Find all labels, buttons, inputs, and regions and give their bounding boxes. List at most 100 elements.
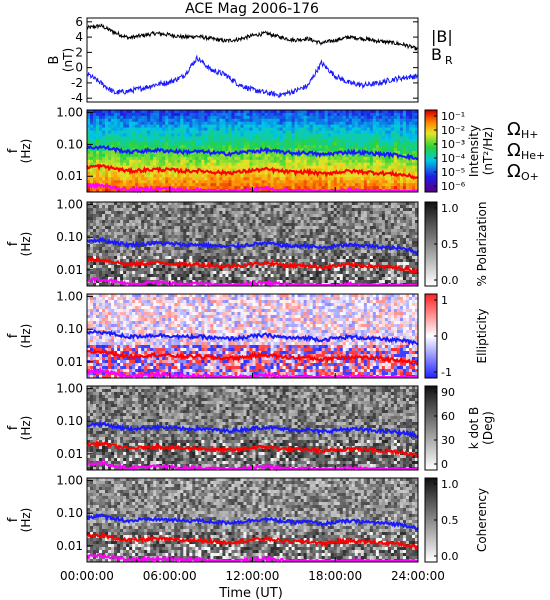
spectrogram-cell: [135, 163, 138, 166]
spectrogram-cell: [165, 145, 168, 148]
spectrogram-cell: [216, 174, 219, 177]
spectrogram-cell: [403, 125, 406, 128]
spectrogram-cell: [334, 142, 337, 145]
spectrogram-cell: [144, 128, 147, 131]
spectrogram-cell: [192, 211, 195, 214]
spectrogram-cell: [147, 250, 150, 253]
spectrogram-cell: [87, 214, 90, 217]
spectrogram-cell: [153, 265, 156, 268]
spectrogram-cell: [99, 253, 102, 256]
spectrogram-cell: [204, 277, 207, 280]
spectrogram-cell: [93, 268, 96, 271]
spectrogram-cell: [186, 145, 189, 148]
spectrogram-cell: [132, 183, 135, 186]
spectrogram-cell: [174, 229, 177, 232]
spectrogram-cell: [195, 125, 198, 128]
spectrogram-cell: [147, 268, 150, 271]
spectrogram-cell: [277, 116, 280, 119]
spectrogram-cell: [126, 113, 129, 116]
spectrogram-cell: [246, 274, 249, 277]
spectrogram-cell: [358, 160, 361, 163]
spectrogram-cell: [87, 229, 90, 232]
spectrogram-cell: [334, 136, 337, 139]
spectrogram-cell: [111, 119, 114, 122]
spectrogram-cell: [234, 229, 237, 232]
spectrogram-cell: [289, 145, 292, 148]
spectrogram-cell: [352, 160, 355, 163]
spectrogram-cell: [207, 217, 210, 220]
spectrogram-cell: [195, 116, 198, 119]
spectrogram-cell: [319, 122, 322, 125]
spectrogram-cell: [277, 131, 280, 134]
spectrogram-cell: [319, 128, 322, 131]
spectrogram-cell: [138, 139, 141, 142]
spectrogram-cell: [204, 208, 207, 211]
spectrogram-cell: [346, 166, 349, 169]
spectrogram-cell: [177, 133, 180, 136]
spectrogram-cell: [219, 122, 222, 125]
spectrogram-cell: [219, 205, 222, 208]
spectrogram-cell: [256, 235, 259, 238]
spectrogram-cell: [129, 274, 132, 277]
spectrogram-cell: [195, 208, 198, 211]
spectrogram-cell: [198, 177, 201, 180]
spectrogram-cell: [319, 157, 322, 160]
spectrogram-cell: [117, 265, 120, 268]
spectrogram-cell: [177, 145, 180, 148]
spectrogram-cell: [162, 163, 165, 166]
spectrogram-cell: [301, 177, 304, 180]
spectrogram-cell: [219, 235, 222, 238]
spectrogram-cell: [231, 226, 234, 229]
spectrogram-cell: [370, 148, 373, 151]
spectrogram-cell: [174, 139, 177, 142]
spectrogram-cell: [240, 139, 243, 142]
spectrogram-cell: [237, 145, 240, 148]
spectrogram-cell: [219, 183, 222, 186]
spectrogram-cell: [219, 119, 222, 122]
spectrogram-cell: [237, 136, 240, 139]
spectrogram-cell: [147, 277, 150, 280]
spectrogram-cell: [162, 220, 165, 223]
spectrogram-cell: [108, 235, 111, 238]
spectrogram-cell: [159, 235, 162, 238]
spectrogram-cell: [222, 119, 225, 122]
spectrogram-cell: [343, 183, 346, 186]
spectrogram-cell: [120, 226, 123, 229]
spectrogram-cell: [204, 211, 207, 214]
intensity-panel: 1.000.100.01f(Hz)10⁻¹10⁻²10⁻³10⁻⁴10⁻⁵10⁻…: [6, 106, 495, 193]
spectrogram-cell: [117, 271, 120, 274]
spectrogram-cell: [403, 180, 406, 183]
spectrogram-cell: [298, 180, 301, 183]
spectrogram-cell: [256, 131, 259, 134]
spectrogram-cell: [108, 116, 111, 119]
spectrogram-cell: [171, 172, 174, 175]
spectrogram-cell: [207, 122, 210, 125]
spectrogram-cell: [126, 223, 129, 226]
spectrogram-cell: [156, 177, 159, 180]
spectrogram-cell: [114, 256, 117, 259]
spectrogram-cell: [216, 256, 219, 259]
spectrogram-cell: [367, 157, 370, 160]
spectrogram-cell: [147, 205, 150, 208]
spectrogram-cell: [105, 116, 108, 119]
spectrogram-cell: [174, 247, 177, 250]
spectrogram-cell: [346, 172, 349, 175]
spectrogram-cell: [265, 172, 268, 175]
spectrogram-cell: [237, 211, 240, 214]
spectrogram-cell: [361, 116, 364, 119]
spectrogram-cell: [180, 211, 183, 214]
spectrogram-cell: [355, 119, 358, 122]
spectrogram-cell: [274, 157, 277, 160]
spectrogram-cell: [385, 180, 388, 183]
spectrogram-cell: [144, 142, 147, 145]
y-tick-label: 2: [75, 45, 83, 59]
spectrogram-cell: [198, 116, 201, 119]
spectrogram-cell: [382, 116, 385, 119]
spectrogram-cell: [234, 157, 237, 160]
spectrogram-cell: [213, 268, 216, 271]
spectrogram-cell: [343, 160, 346, 163]
spectrogram-cell: [246, 180, 249, 183]
spectrogram-cell: [93, 250, 96, 253]
spectrogram-cell: [286, 177, 289, 180]
spectrogram-cell: [391, 131, 394, 134]
